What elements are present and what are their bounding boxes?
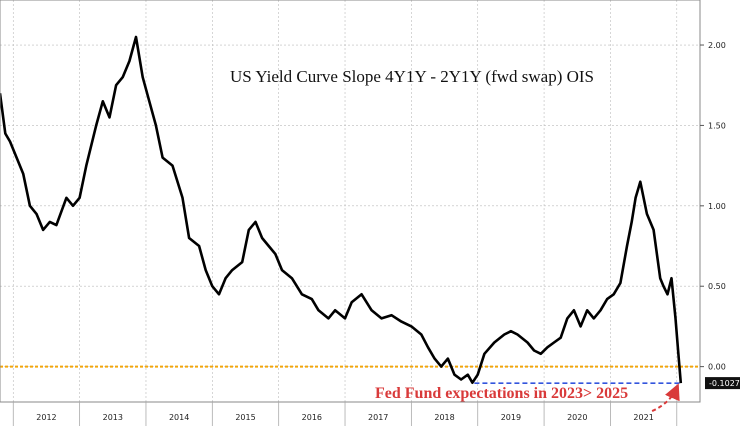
y-axis: 2.00 1.50 1.00 0.50 0.00: [700, 41, 726, 372]
x-tick-label-2013: 2013: [103, 413, 123, 422]
x-axis: 2012 2013 2014 2015 2016 2017 2018 2019 2020 2021: [12, 402, 678, 426]
last-value-label: -0.1027: [709, 379, 740, 388]
y-tick-label-2.00: 2.00: [708, 41, 726, 50]
annotation-text: Fed Fund expectations in 2023> 2025: [375, 385, 628, 402]
annotation-arrow: [651, 383, 680, 413]
y-tick-label-1.50: 1.50: [708, 121, 726, 130]
annotation: Fed Fund expectations in 2023> 2025: [375, 383, 680, 413]
x-tick-label-2021: 2021: [633, 413, 653, 422]
x-tick-label-2015: 2015: [235, 413, 255, 422]
y-tick-label-0.00: 0.00: [708, 363, 726, 372]
x-tick-label-2018: 2018: [434, 413, 454, 422]
y-tick-label-1.00: 1.00: [708, 202, 726, 211]
last-value-badge: -0.1027: [705, 377, 740, 390]
plot-frame: [0, 0, 701, 403]
last-value-box: [705, 377, 740, 390]
x-tick-label-2014: 2014: [169, 413, 189, 422]
x-tick-label-2012: 2012: [36, 413, 56, 422]
series-group: [0, 35, 683, 385]
x-tick-label-2017: 2017: [368, 413, 388, 422]
series-line-0: [0, 35, 683, 385]
x-tick-label-2019: 2019: [501, 413, 521, 422]
x-tick-label-2020: 2020: [567, 413, 587, 422]
chart-title: US Yield Curve Slope 4Y1Y - 2Y1Y (fwd sw…: [230, 67, 594, 86]
x-tick-label-2016: 2016: [302, 413, 322, 422]
reference-lines: [0, 365, 700, 384]
y-tick-label-0.50: 0.50: [708, 282, 726, 291]
